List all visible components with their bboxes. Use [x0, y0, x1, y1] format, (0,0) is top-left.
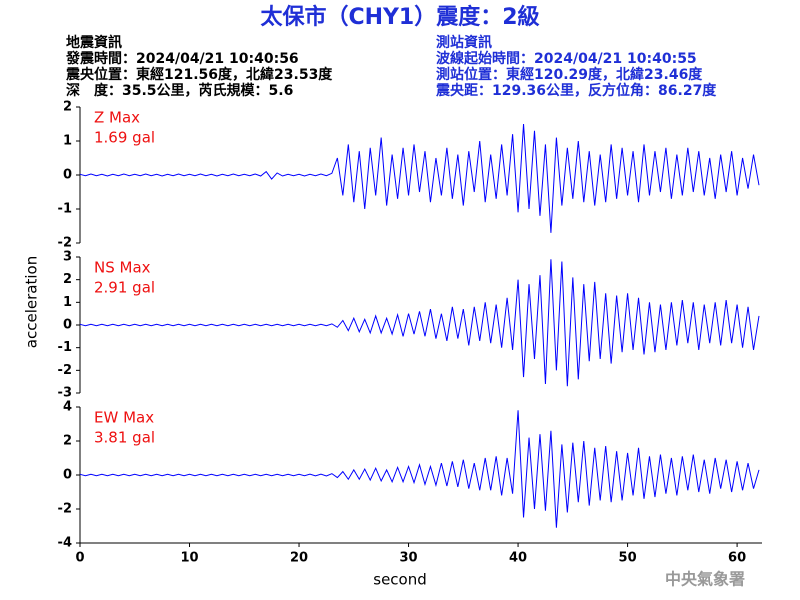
x-tick-label: 50 [619, 551, 637, 566]
y-tick-label: -4 [58, 536, 72, 551]
chart-title: 太保市（CHY1）震度：2級 [260, 4, 539, 30]
x-axis-label: second [373, 571, 427, 589]
info-left: 震央位置：東經121.56度，北緯23.53度 [65, 66, 333, 83]
info-right: 測站位置：東經120.29度，北緯23.46度 [436, 66, 703, 83]
y-tick-label: 0 [63, 318, 72, 333]
max-annotation: NS Max [94, 259, 151, 277]
x-tick-label: 30 [400, 551, 418, 566]
y-tick-label: 1 [63, 295, 72, 310]
info-right: 震央距：129.36公里，反方位角：86.27度 [435, 82, 717, 99]
y-tick-label: 1 [63, 134, 72, 149]
y-tick-label: 0 [63, 168, 72, 183]
info-right: 測站資訊 [436, 34, 492, 51]
waveform [79, 123, 760, 233]
x-tick-label: 60 [728, 551, 746, 566]
x-tick-label: 40 [509, 551, 527, 566]
y-tick-label: -1 [58, 340, 72, 355]
y-axis-label: acceleration [23, 256, 41, 348]
y-tick-label: -3 [58, 386, 72, 401]
y-tick-label: -2 [58, 236, 72, 251]
x-tick-label: 0 [75, 551, 84, 566]
max-annotation: 3.81 gal [94, 429, 155, 447]
y-tick-label: -1 [58, 202, 72, 217]
y-tick-label: 2 [63, 434, 72, 449]
credit: 中央氣象署 [665, 570, 745, 589]
max-annotation: EW Max [94, 409, 154, 427]
info-left: 深 度：35.5公里，芮氏規模：5.6 [66, 82, 293, 99]
waveform [79, 259, 760, 387]
y-tick-label: 4 [63, 400, 72, 415]
y-tick-label: -2 [58, 502, 72, 517]
info-left: 發震時間：2024/04/21 10:40:56 [65, 50, 299, 67]
waveform [79, 410, 760, 528]
max-annotation: 2.91 gal [94, 279, 155, 297]
info-left: 地震資訊 [66, 34, 122, 51]
y-tick-label: 0 [63, 468, 72, 483]
max-annotation: Z Max [94, 109, 140, 127]
info-right: 波線起始時間：2024/04/21 10:40:55 [436, 50, 697, 67]
y-tick-label: 3 [63, 250, 72, 265]
x-tick-label: 10 [180, 551, 198, 566]
y-tick-label: 2 [63, 272, 72, 287]
max-annotation: 1.69 gal [94, 129, 155, 147]
y-tick-label: -2 [58, 363, 72, 378]
x-tick-label: 20 [290, 551, 308, 566]
y-tick-label: 2 [63, 100, 72, 115]
